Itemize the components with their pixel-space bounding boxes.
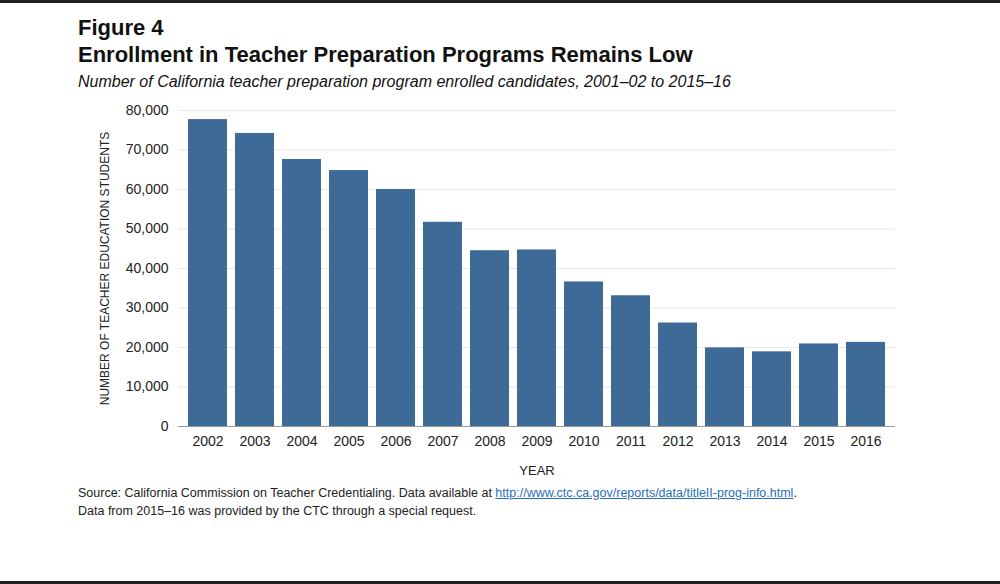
svg-text:2005: 2005 — [333, 433, 364, 449]
html-text:Data from 2015–16 was provided: Data from 2015–16 was provided by the CT… — [78, 504, 477, 518]
svg-text:0: 0 — [161, 418, 169, 434]
svg-text:80,000: 80,000 — [126, 102, 169, 118]
svg-text:2007: 2007 — [427, 433, 458, 449]
svg-text:50,000: 50,000 — [126, 220, 169, 236]
svg-text:YEAR: YEAR — [519, 463, 554, 478]
svg-text:2008: 2008 — [474, 433, 505, 449]
svg-text:10,000: 10,000 — [126, 378, 169, 394]
svg-text:2011: 2011 — [616, 433, 646, 449]
svg-text:2006: 2006 — [380, 433, 411, 449]
svg-text:20,000: 20,000 — [126, 339, 169, 355]
svg-text:2003: 2003 — [239, 433, 270, 449]
svg-text:40,000: 40,000 — [126, 260, 169, 276]
svg-text:70,000: 70,000 — [126, 141, 169, 157]
svg-text:2004: 2004 — [286, 433, 317, 449]
svg-text:2015: 2015 — [803, 433, 834, 449]
svg-text:2014: 2014 — [756, 433, 787, 449]
html-text:Number of California teacher p: Number of California teacher preparation… — [78, 73, 731, 90]
svg-text:2002: 2002 — [192, 433, 223, 449]
html-text:Source: California Commission: Source: California Commission on Teacher… — [78, 486, 797, 500]
html-text:Figure 4: Figure 4 — [78, 15, 164, 40]
svg-text:NUMBER OF TEACHER EDUCATION ST: NUMBER OF TEACHER EDUCATION STUDENTS — [98, 132, 112, 406]
svg-text:2010: 2010 — [568, 433, 599, 449]
svg-text:2016: 2016 — [850, 433, 881, 449]
svg-text:2013: 2013 — [709, 433, 740, 449]
svg-text:2009: 2009 — [521, 433, 552, 449]
svg-text:60,000: 60,000 — [126, 181, 169, 197]
svg-text:30,000: 30,000 — [126, 299, 169, 315]
html-text:Enrollment in Teacher Preparat: Enrollment in Teacher Preparation Progra… — [78, 42, 693, 67]
svg-text:2012: 2012 — [662, 433, 693, 449]
